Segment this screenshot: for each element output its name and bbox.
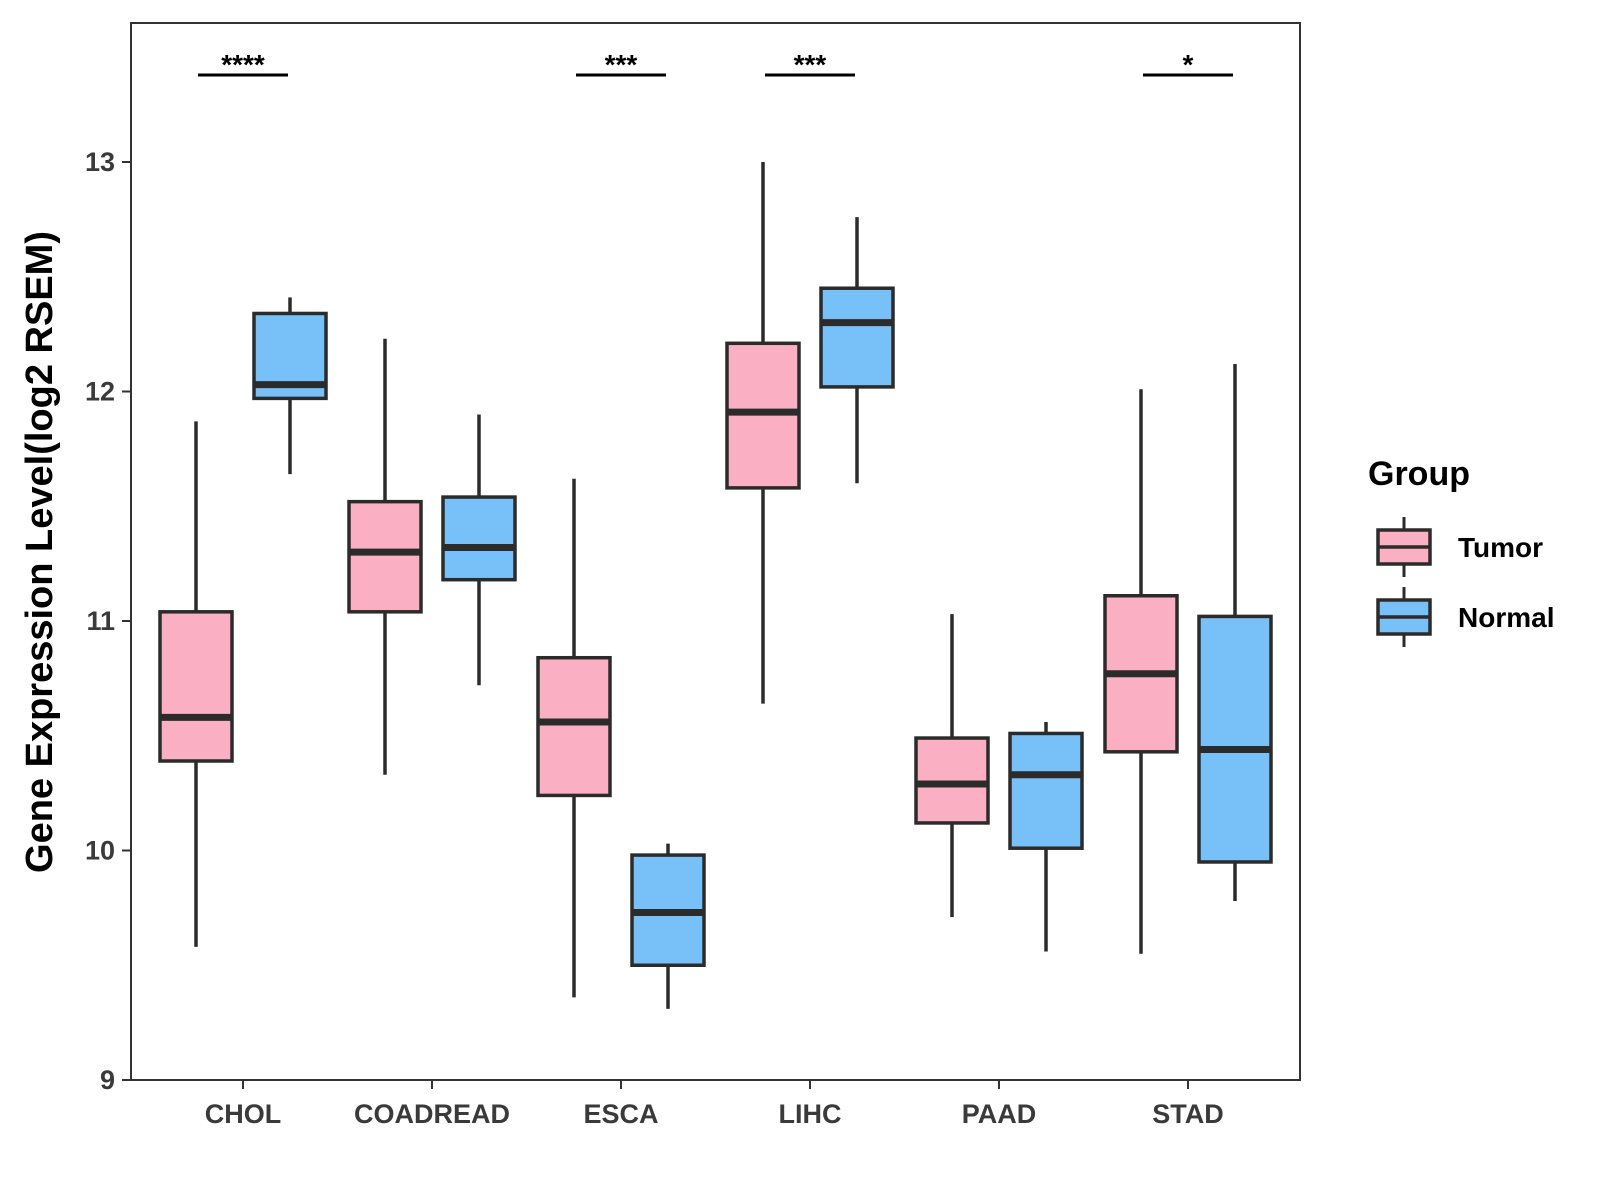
y-tick-label: 9 xyxy=(100,1065,115,1095)
box-normal-coadread xyxy=(441,414,517,686)
box-normal-lihc xyxy=(819,217,895,484)
legend-key-normal xyxy=(1376,587,1432,647)
y-tick-label: 11 xyxy=(86,606,115,636)
x-tick-label: CHOL xyxy=(205,1099,282,1129)
legend-key-tumor xyxy=(1376,517,1432,577)
box-iqr xyxy=(536,655,612,798)
y-axis: 9 10 11 12 13 xyxy=(85,147,131,1095)
x-tick-label: STAD xyxy=(1152,1099,1224,1129)
significance-label: *** xyxy=(794,49,827,80)
box-tumor-esca xyxy=(536,478,612,998)
box-iqr xyxy=(347,499,423,614)
box-tumor-paad xyxy=(914,614,990,918)
box-tumor-coadread xyxy=(347,338,423,775)
panel-border xyxy=(130,22,1301,1081)
box-iqr xyxy=(819,286,895,389)
box-tumor-stad xyxy=(1103,389,1179,954)
box-normal-esca xyxy=(630,843,706,1009)
x-tick-label: LIHC xyxy=(779,1099,842,1129)
box-normal-paad xyxy=(1008,721,1084,952)
legend-label-tumor: Tumor xyxy=(1458,532,1543,563)
significance-label: *** xyxy=(605,49,638,80)
y-tick-label: 12 xyxy=(85,377,115,407)
significance-annotations: **** *** *** * xyxy=(198,49,1233,80)
legend: Group Tumor Normal xyxy=(1368,455,1554,647)
significance-label: * xyxy=(1183,49,1194,80)
x-tick-label: ESCA xyxy=(583,1099,658,1129)
box-iqr xyxy=(1197,614,1273,864)
significance-label: **** xyxy=(221,49,265,80)
box-tumor-lihc xyxy=(725,162,801,704)
box-normal-stad xyxy=(1197,363,1273,901)
box-iqr xyxy=(158,610,234,763)
y-axis-title: Gene Expression Level(log2 RSEM) xyxy=(19,231,61,873)
x-tick-label: PAAD xyxy=(962,1099,1037,1129)
box-iqr xyxy=(441,495,517,582)
x-tick-label: COADREAD xyxy=(354,1099,510,1129)
box-iqr xyxy=(1008,731,1084,850)
legend-title: Group xyxy=(1368,455,1470,493)
y-tick-label: 10 xyxy=(85,836,115,866)
x-axis: CHOL COADREAD ESCA LIHC PAAD STAD xyxy=(205,1080,1224,1129)
legend-label-normal: Normal xyxy=(1458,602,1554,633)
box-series xyxy=(158,162,1273,1009)
y-tick-label: 13 xyxy=(85,147,115,177)
box-normal-chol xyxy=(252,297,328,475)
box-tumor-chol xyxy=(158,421,234,947)
